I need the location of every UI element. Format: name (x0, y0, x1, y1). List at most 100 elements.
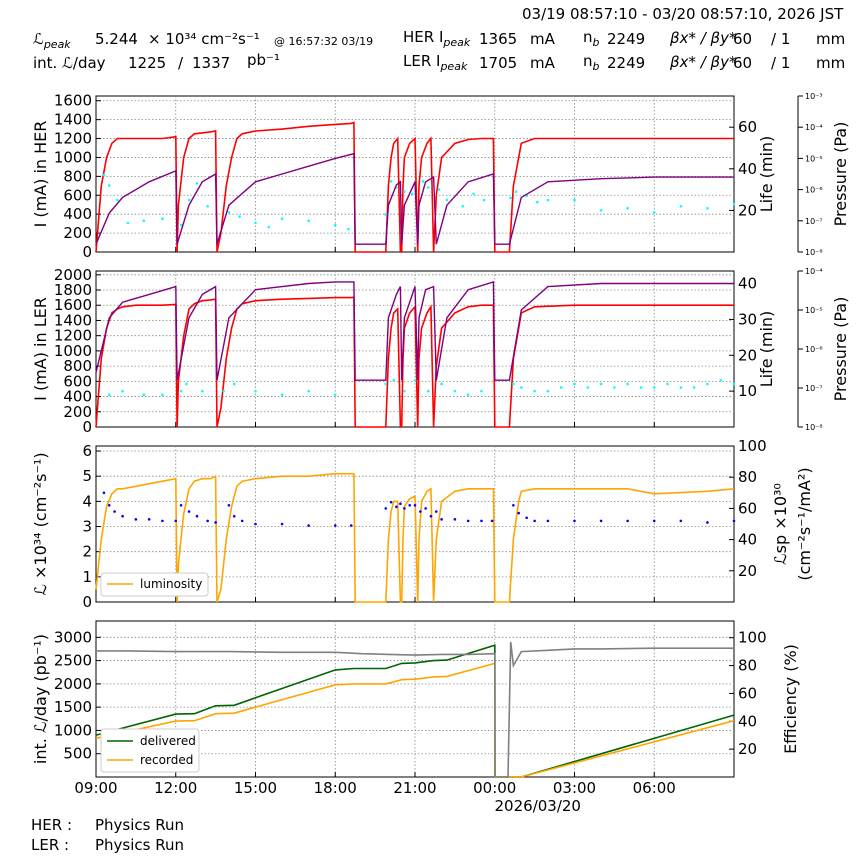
lumi-specific-point (652, 519, 656, 523)
lumi-specific-point (399, 502, 402, 506)
intl-ylabel: int. ℒ/day (pb⁻¹) (31, 634, 50, 764)
her-beta-x: 60 (733, 30, 753, 48)
her-pressure-tick-label: 10⁻⁷ (805, 217, 823, 226)
ler-life-point (307, 389, 310, 393)
her-y2tick-label: 20 (738, 201, 757, 219)
ler-life-point (222, 389, 225, 393)
intl-y2tick-label: 40 (738, 712, 757, 730)
her-ipeak-value: 1365 (479, 30, 518, 48)
lumi-specific-point (679, 519, 683, 523)
her-pressure-tick-label: 10⁻⁸ (805, 248, 823, 257)
ler-ytick-label: 400 (63, 388, 92, 406)
lumi-specific-point (599, 519, 603, 523)
lumi-specific-point (440, 518, 443, 521)
her-status-label: HER : (31, 816, 73, 834)
ler-beta-label: βx* / βy* (670, 53, 737, 71)
intl-ytick-label: 1000 (54, 721, 92, 739)
lumi-specific-point (389, 500, 393, 504)
ler-life-point (161, 393, 164, 397)
ler-life-point (639, 386, 643, 389)
her-beta-unit: mm (816, 30, 846, 48)
her-pressure-tick-label: 10⁻⁴ (805, 123, 823, 132)
her-pressure-tick-label: 10⁻⁵ (805, 154, 823, 163)
her-life-point (347, 227, 350, 231)
lumi-y2tick-label: 60 (738, 499, 757, 517)
lumi-legend-label: luminosity (140, 577, 202, 591)
her-life-point (626, 207, 629, 210)
ler-life-point (185, 382, 188, 386)
her-life-point (437, 188, 441, 191)
intl-slash: / (178, 54, 184, 72)
intl-ytick-label: 1500 (54, 698, 92, 716)
lumi-specific-point (480, 519, 483, 523)
her-ytick-label: 1000 (54, 148, 92, 166)
ler-life-point (453, 389, 457, 393)
her-life-point (482, 198, 486, 202)
lumi-specific-point (187, 510, 191, 513)
her-life-point (254, 221, 257, 225)
lumi-specific-point (732, 519, 736, 523)
her-ytick-label: 0 (82, 243, 92, 261)
her-life-point (267, 225, 271, 229)
lpeak-unit: × 10³⁴ cm⁻²s⁻¹ (148, 30, 260, 48)
ler-life-point (599, 382, 603, 386)
intl-unit: pb⁻¹ (247, 51, 280, 69)
ler-ytick-label: 1000 (54, 342, 92, 360)
her-y2tick-label: 40 (738, 160, 757, 178)
lumi-luminosity-line (95, 472, 735, 603)
ler-life-point (413, 379, 417, 382)
xtick-label: 18:00 (314, 779, 357, 797)
ler-life-point (466, 393, 470, 397)
her-life-point (126, 221, 130, 225)
lumi-specific-point (546, 519, 550, 523)
lumi-specific-point (333, 524, 337, 527)
lumi-specific-point (240, 519, 244, 523)
ler-life-point (573, 382, 576, 386)
her-life-point (573, 198, 576, 202)
recorded-legend-label: recorded (140, 753, 193, 767)
ler-status-label: LER : (31, 836, 70, 854)
ler-beta-x: 60 (733, 54, 753, 72)
her-life-point (535, 200, 539, 204)
her-pressure-line (95, 152, 734, 245)
lumi-specific-point (533, 519, 536, 523)
lumi-y2tick-label: 40 (738, 531, 757, 549)
lumi-specific-point (121, 514, 124, 518)
lumi-ylabel: ℒ ×10³⁴ (cm⁻²s⁻¹) (31, 452, 50, 595)
ler-life-point (586, 386, 590, 389)
her-ytick-label: 200 (63, 224, 92, 242)
ler-life-point (280, 393, 284, 397)
ler-ytick-label: 1400 (54, 311, 92, 329)
her-ipeak-label: HER Ipeak (403, 28, 471, 49)
her-ytick-label: 1400 (54, 111, 92, 129)
ler-life-point (692, 386, 696, 389)
her-ytick-label: 600 (63, 186, 92, 204)
intl-ytick-label: 3000 (54, 628, 92, 646)
lumi-specific-point (174, 519, 178, 523)
her-pressure-tick-label: 10⁻³ (805, 92, 823, 101)
intl-y2tick-label: 60 (738, 684, 757, 702)
her-life-point (461, 204, 465, 208)
her-life-point (445, 198, 449, 202)
ler-nb-label: nb (583, 52, 600, 73)
lumi-y2tick-label: 20 (738, 562, 757, 580)
lumi-specific-point (573, 519, 576, 523)
lumi-specific-point (254, 522, 257, 526)
ler-ytick-label: 1200 (54, 327, 92, 345)
her-life-point (472, 192, 475, 196)
her-life-point (514, 190, 518, 193)
ler-ipeak-label: LER Ipeak (403, 52, 468, 73)
her-ipeak-unit: mA (530, 30, 555, 48)
her-life-point (227, 211, 231, 214)
her-life-point (411, 192, 414, 196)
lsp-label-1: ℒsp ×10³⁰ (771, 483, 790, 565)
ler-life-point (232, 382, 236, 386)
lumi-specific-point (206, 519, 209, 523)
lumi-specific-point (107, 503, 111, 507)
ler-ipeak-unit: mA (530, 54, 555, 72)
lumi-specific-point (395, 505, 398, 509)
lumi-specific-point (349, 524, 353, 527)
her-pressure-label: Pressure (Pa) (831, 122, 850, 227)
ler-life-point (546, 389, 550, 393)
